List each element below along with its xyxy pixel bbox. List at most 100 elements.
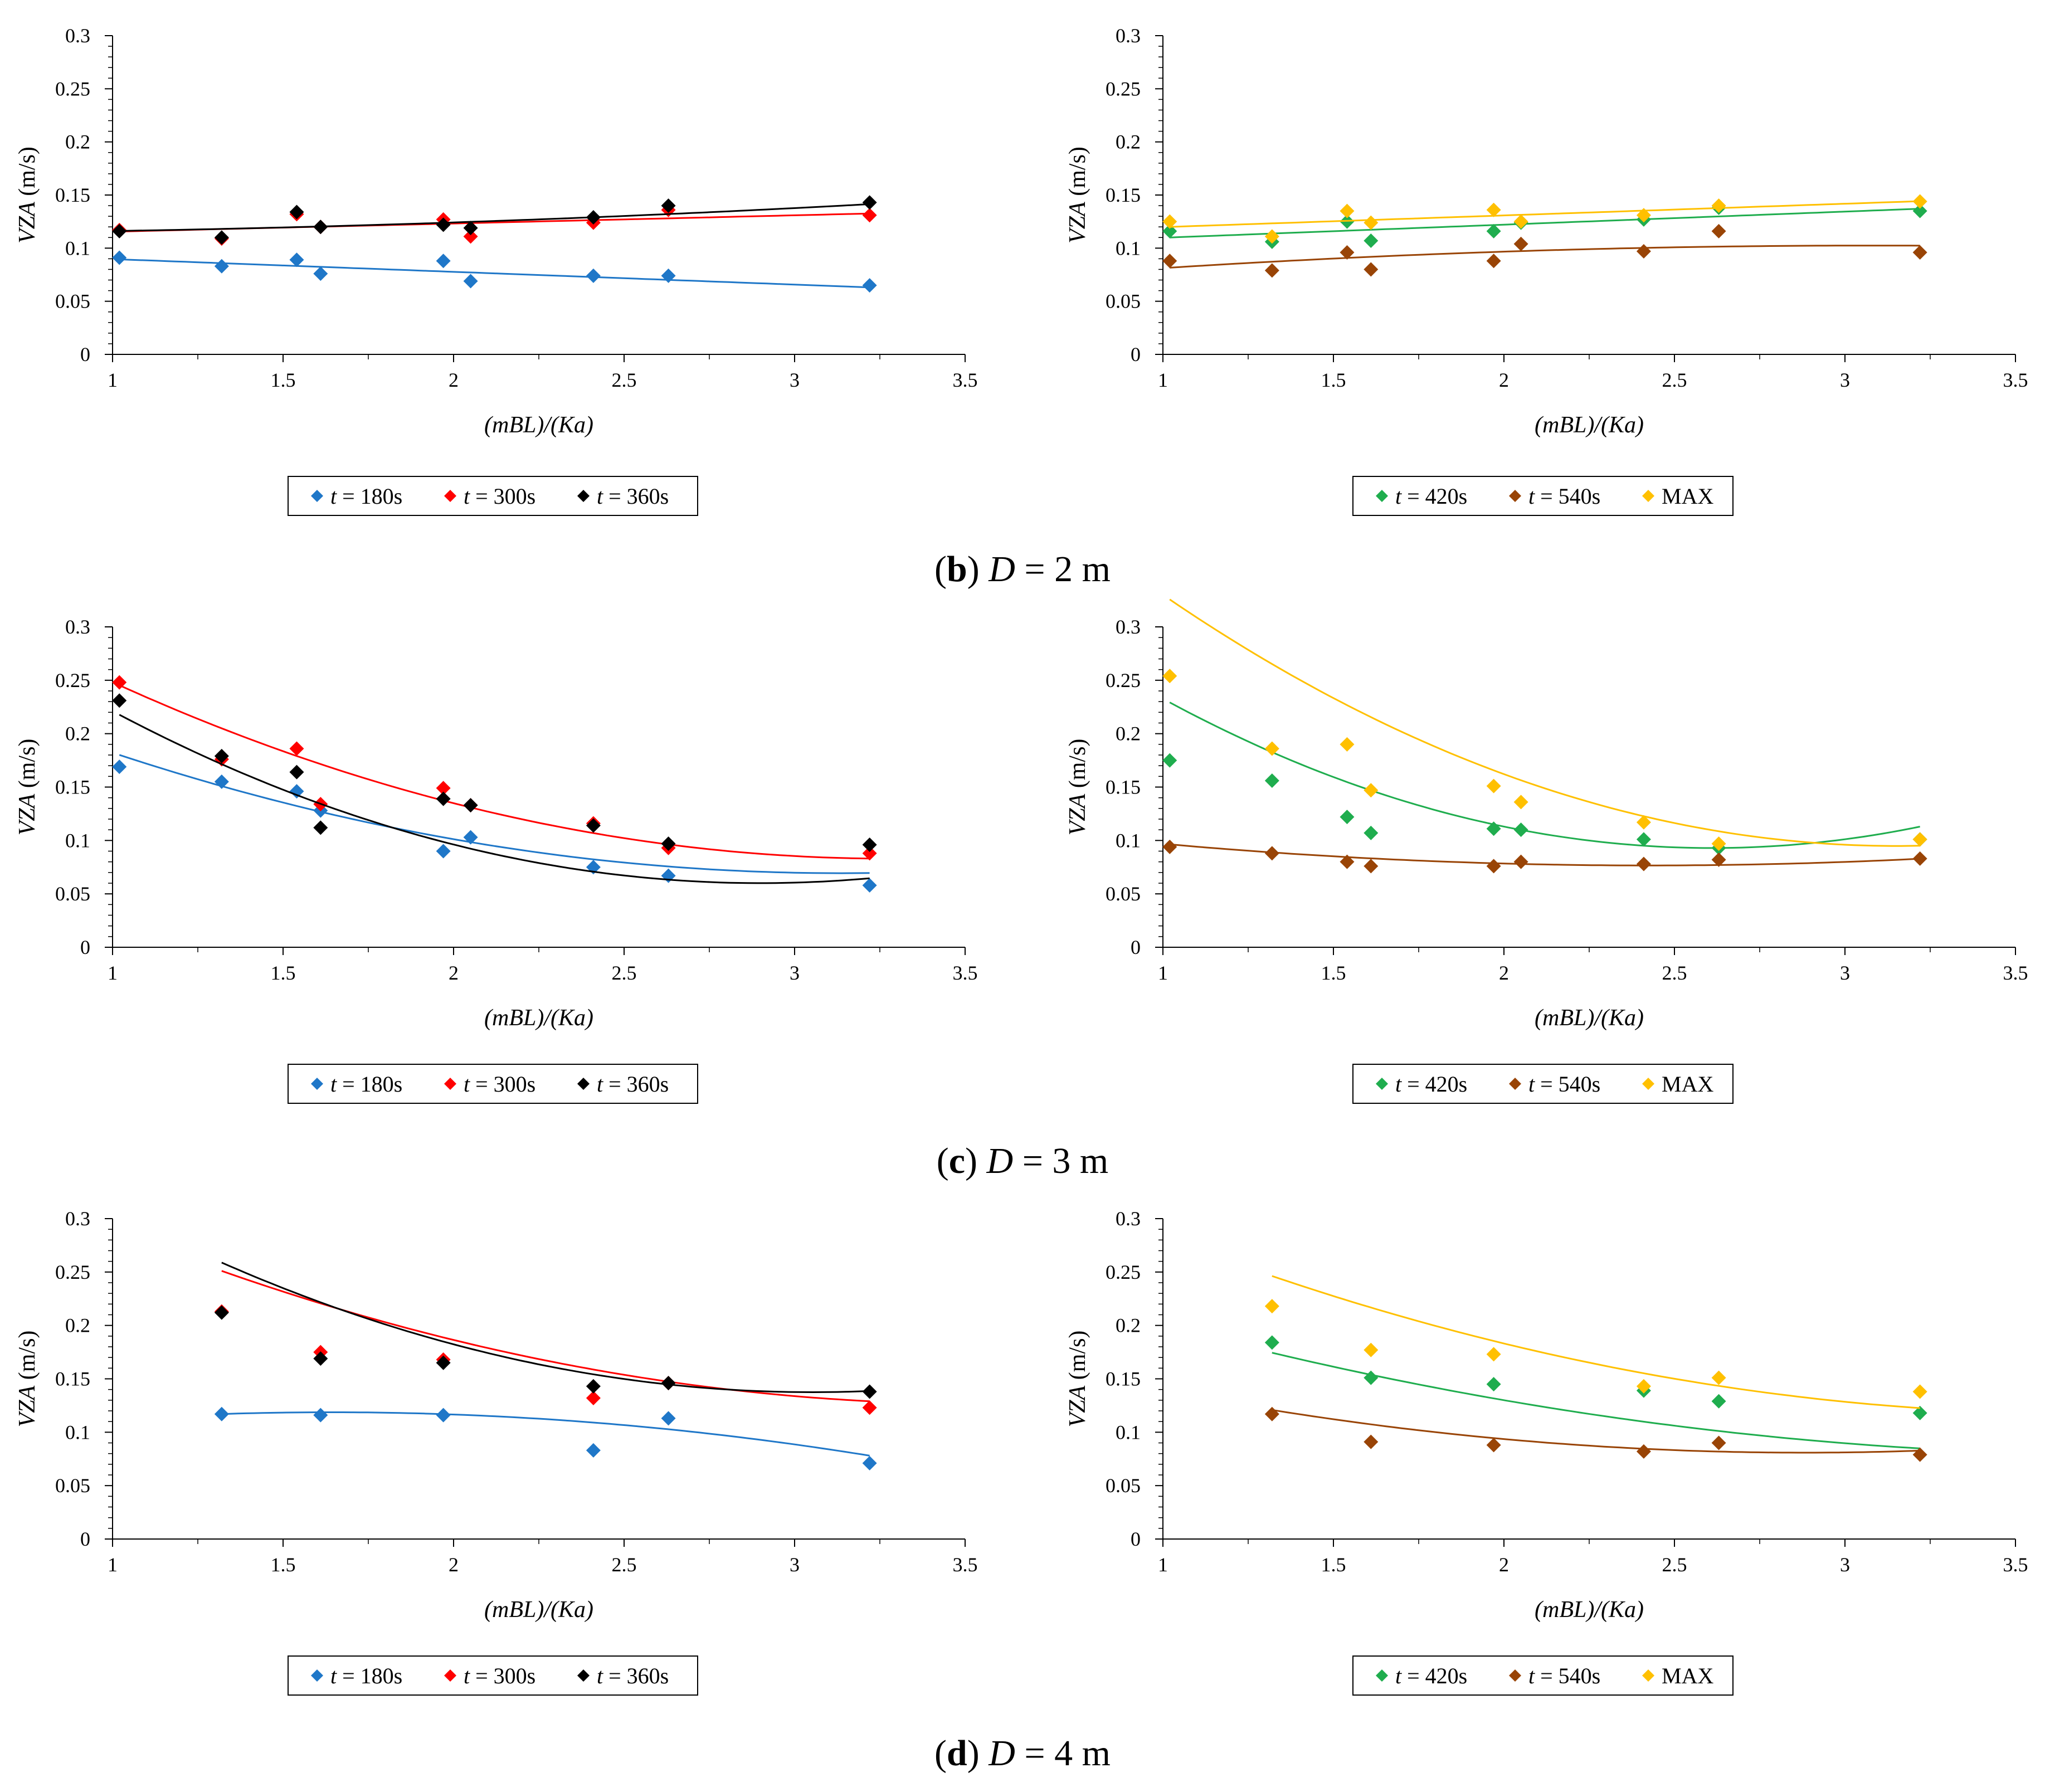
data-point-t180 — [862, 278, 877, 293]
legend-label-t540: t = 540s — [1528, 1072, 1600, 1097]
trendline-t300 — [119, 684, 870, 860]
data-point-t360 — [313, 1351, 328, 1366]
x-tick-label: 3 — [1840, 369, 1850, 391]
y-tick-label: 0.3 — [65, 25, 90, 47]
data-point-t540 — [1364, 859, 1379, 874]
y-tick-label: 0.15 — [1106, 776, 1141, 798]
data-point-t360 — [586, 1379, 601, 1394]
legend-box — [288, 476, 698, 516]
x-tick-label: 3 — [1840, 1554, 1850, 1576]
data-point-t360 — [313, 820, 328, 835]
series-t180 — [112, 250, 877, 293]
data-point-t420 — [1264, 773, 1279, 788]
chart-b-right: 0 0.05 0.1 0.15 0.2 0.25 0.3 1 1.5 2 2.5 3 3.5 (mBL)/… — [1065, 25, 2028, 438]
data-point-t300 — [862, 208, 877, 223]
legend-label-max: MAX — [1662, 1072, 1713, 1097]
data-point-t420 — [1912, 1405, 1927, 1420]
charts-layer: 0 0.05 0.1 0.15 0.2 0.25 0.3 1 1.5 2 2.5 3 3.5 (mBL)/… — [14, 25, 2028, 1623]
legend-right: t = 420s t = 540s MAX — [1352, 1655, 1734, 1696]
legend-label-t300: t = 300s — [464, 1663, 535, 1688]
x-axis-label: (mBL)/(Ka) — [1535, 1005, 1644, 1031]
legend-label-t360: t = 360s — [597, 1072, 669, 1097]
data-point-t540 — [1912, 1447, 1927, 1462]
data-point-t180 — [112, 759, 127, 775]
y-tick-label: 0 — [1131, 936, 1141, 958]
x-tick-label: 1.5 — [271, 369, 296, 391]
y-tick-label: 0.3 — [1116, 25, 1141, 47]
y-tick-label: 0.05 — [55, 290, 90, 313]
x-tick-label: 1 — [1158, 962, 1168, 984]
data-point-t360 — [436, 791, 451, 806]
data-point-t540 — [1711, 1435, 1726, 1450]
data-point-t300 — [436, 781, 451, 796]
data-point-t360 — [289, 764, 304, 780]
data-point-max — [1364, 215, 1379, 230]
data-point-t420 — [1264, 1335, 1279, 1350]
data-point-t420 — [1486, 223, 1501, 238]
x-tick-label: 2 — [1499, 369, 1509, 391]
data-point-t540 — [1636, 244, 1651, 259]
data-point-t540 — [1264, 846, 1279, 861]
y-tick-label: 0.25 — [1106, 77, 1141, 100]
y-tick-label: 0 — [1131, 1528, 1141, 1550]
x-tick-label: 2 — [1499, 1554, 1509, 1576]
data-point-t540 — [1912, 245, 1927, 260]
legend-marker-t360 — [577, 1669, 590, 1682]
data-point-max — [1340, 737, 1355, 752]
data-point-t360 — [862, 195, 877, 210]
data-point-t540 — [1162, 839, 1177, 854]
legend-marker-t180 — [311, 1078, 323, 1090]
legend-label-t180: t = 180s — [330, 484, 402, 509]
legend-label-t420: t = 420s — [1395, 1072, 1467, 1097]
data-point-t360 — [661, 836, 676, 851]
y-tick-label: 0 — [80, 936, 90, 958]
y-tick-label: 0.25 — [1106, 669, 1141, 692]
data-point-t300 — [862, 1400, 877, 1415]
y-axis-label: VZA (m/s) — [1065, 739, 1090, 836]
caption-d: (d) D = 4 m — [934, 1733, 1111, 1774]
data-point-max — [1711, 1370, 1726, 1385]
data-point-t180 — [586, 1443, 601, 1458]
x-tick-label: 3.5 — [953, 1554, 978, 1576]
y-tick-label: 0.1 — [65, 1421, 90, 1443]
y-tick-label: 0 — [1131, 343, 1141, 366]
legend-marker-t420 — [1376, 1078, 1388, 1090]
chart-b-left: 0 0.05 0.1 0.15 0.2 0.25 0.3 1 1.5 2 2.5 3 3.5 (mBL)/… — [14, 25, 978, 438]
y-tick-label: 0.2 — [65, 131, 90, 153]
y-tick-label: 0.2 — [65, 1314, 90, 1337]
data-point-t360 — [661, 198, 676, 213]
data-point-t420 — [1340, 810, 1355, 825]
data-point-t540 — [1364, 262, 1379, 277]
y-tick-label: 0.05 — [55, 883, 90, 905]
x-tick-label: 2.5 — [1662, 962, 1687, 984]
data-point-max — [1513, 795, 1528, 810]
x-tick-label: 1 — [108, 1554, 118, 1576]
legend-right: t = 420s t = 540s MAX — [1352, 1064, 1734, 1104]
y-tick-label: 0.15 — [1106, 184, 1141, 206]
chart-d-left: 0 0.05 0.1 0.15 0.2 0.25 0.3 1 1.5 2 2.5 3 3.5 (mBL)/… — [14, 1207, 978, 1623]
data-point-t540 — [1486, 1438, 1501, 1453]
data-point-t420 — [1162, 753, 1177, 768]
data-point-t300 — [862, 846, 877, 861]
legend-marker-t300 — [444, 490, 456, 502]
x-axis-label: (mBL)/(Ka) — [484, 1597, 593, 1623]
x-tick-label: 1.5 — [271, 962, 296, 984]
legend-label-t300: t = 300s — [464, 484, 535, 509]
series-t180 — [112, 754, 877, 893]
x-tick-label: 3.5 — [953, 369, 978, 391]
chart-d-right: 0 0.05 0.1 0.15 0.2 0.25 0.3 1 1.5 2 2.5 3 3.5 (mBL)/… — [1065, 1207, 2028, 1623]
data-point-t420 — [1486, 1377, 1501, 1392]
legend-marker-t300 — [444, 1669, 456, 1682]
data-point-t300 — [112, 675, 127, 690]
data-point-t300 — [289, 741, 304, 756]
y-tick-label: 0.05 — [55, 1474, 90, 1497]
series-t360 — [112, 195, 877, 245]
data-point-t180 — [214, 259, 229, 274]
x-tick-label: 2.5 — [612, 369, 637, 391]
data-point-t420 — [1364, 233, 1379, 248]
series-t540 — [1264, 1406, 1927, 1462]
data-point-max — [1364, 783, 1379, 798]
data-point-t420 — [1636, 832, 1651, 847]
data-point-t180 — [586, 268, 601, 283]
